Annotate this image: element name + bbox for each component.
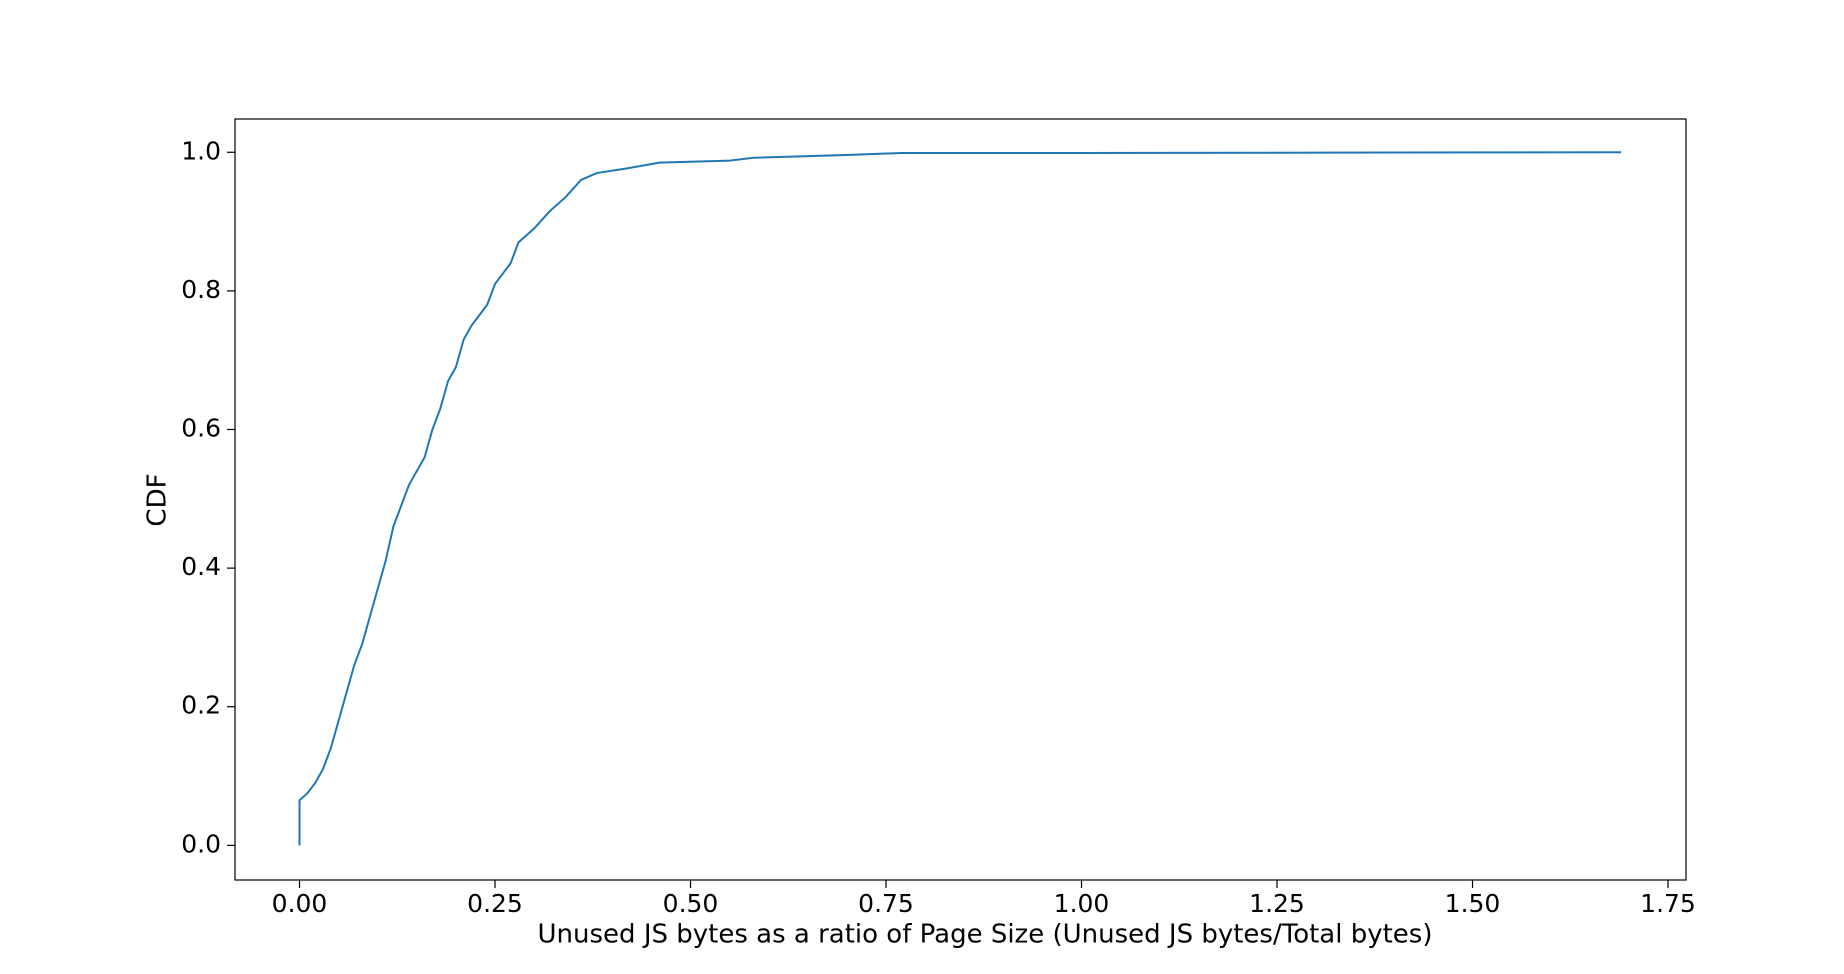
x-tick-label: 0.75 <box>858 889 914 918</box>
x-tick-label: 1.25 <box>1249 889 1305 918</box>
y-axis-label: CDF <box>143 473 173 526</box>
x-tick-label: 1.00 <box>1054 889 1110 918</box>
y-tick-label: 0.4 <box>181 552 221 581</box>
y-tick-label: 0.6 <box>181 413 221 442</box>
plot-frame <box>234 118 1687 881</box>
y-tick-label: 0.8 <box>181 275 221 304</box>
x-tick-label: 1.75 <box>1640 889 1696 918</box>
x-tick-label: 0.50 <box>663 889 719 918</box>
y-tick-label: 0.2 <box>181 691 221 720</box>
y-tick-label: 1.0 <box>181 136 221 165</box>
data-line <box>298 151 1622 846</box>
y-tick-label: 0.0 <box>181 829 221 858</box>
x-axis-label: Unused JS bytes as a ratio of Page Size … <box>538 920 1433 950</box>
x-tick-label: 0.25 <box>467 889 523 918</box>
x-tick-label: 0.00 <box>272 889 328 918</box>
x-tick-label: 1.50 <box>1445 889 1501 918</box>
